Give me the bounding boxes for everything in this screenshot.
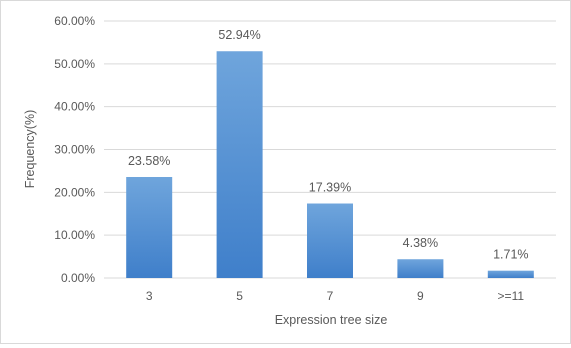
bar: [397, 259, 444, 278]
x-tick-label: 3: [146, 289, 153, 303]
bar-chart: 0.00% 10.00% 20.00% 30.00% 40.00% 50.00% 60.00…: [23, 14, 556, 327]
x-tick-labels: 3 5 7 9 >=11: [146, 289, 525, 303]
y-tick-label: 10.00%: [54, 228, 95, 242]
data-labels: 23.58% 52.94% 17.39% 4.38% 1.71%: [128, 28, 529, 261]
y-tick-labels: 0.00% 10.00% 20.00% 30.00% 40.00% 50.00% 60.00…: [54, 14, 95, 285]
bar: [307, 203, 353, 278]
data-label: 52.94%: [218, 28, 260, 42]
data-label: 23.58%: [128, 154, 170, 168]
y-tick-label: 60.00%: [54, 14, 95, 28]
y-tick-label: 40.00%: [54, 100, 95, 114]
data-label: 4.38%: [403, 236, 438, 250]
data-label: 1.71%: [493, 248, 528, 262]
gridlines: [104, 20, 556, 279]
y-tick-label: 50.00%: [54, 57, 95, 71]
x-tick-label: 9: [417, 289, 424, 303]
x-tick-label: 7: [327, 289, 334, 303]
x-axis-title: Expression tree size: [275, 313, 388, 327]
bar: [126, 176, 173, 278]
x-tick-label: >=11: [498, 289, 525, 303]
bar: [487, 270, 534, 278]
x-tick-label: 5: [236, 289, 243, 303]
data-label: 17.39%: [309, 181, 351, 195]
y-tick-label: 20.00%: [54, 185, 95, 199]
bar: [216, 51, 263, 279]
y-tick-label: 0.00%: [61, 271, 95, 285]
y-tick-label: 30.00%: [54, 143, 95, 157]
bars: [126, 51, 534, 279]
y-axis-title: Frequency(%): [23, 110, 37, 189]
